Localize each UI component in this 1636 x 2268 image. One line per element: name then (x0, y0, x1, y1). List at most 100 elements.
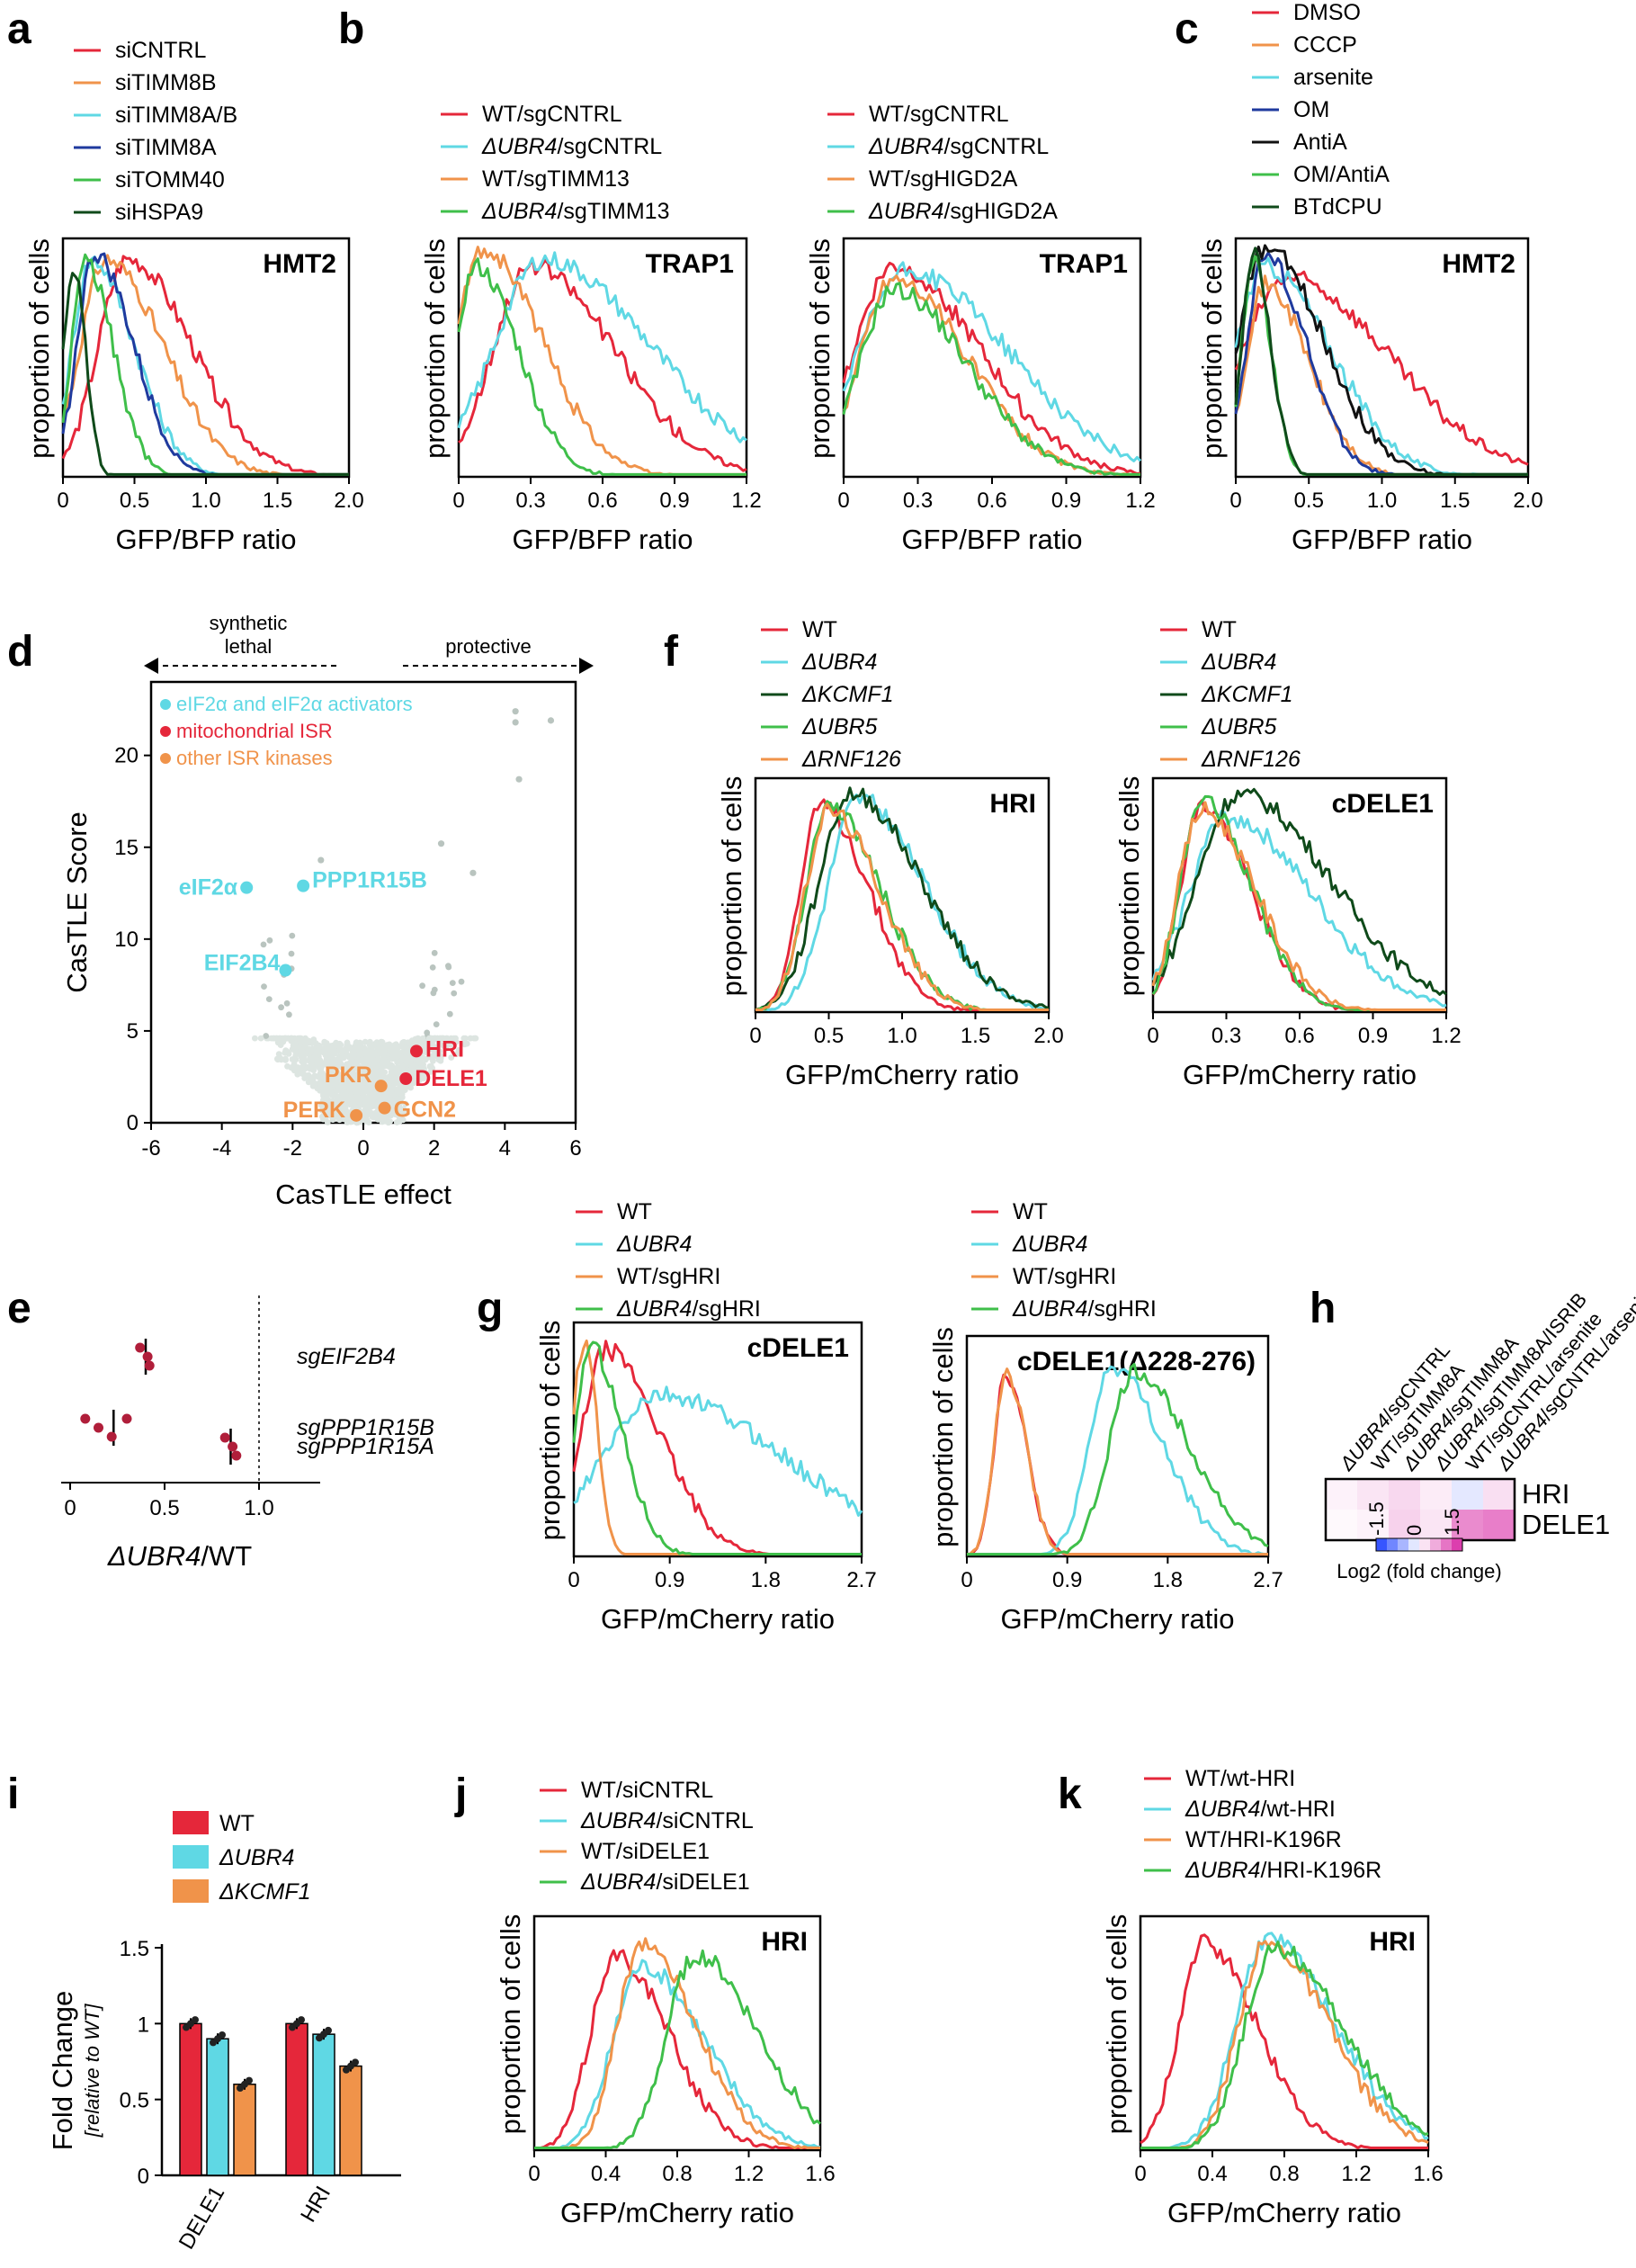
chart-title: HMT2 (263, 249, 336, 279)
gene-point (440, 1043, 447, 1049)
series-line-2 (1151, 787, 1447, 996)
gene-point (339, 1081, 346, 1088)
chart-title: cDELE1 (747, 1333, 849, 1363)
legend-label: mitochondrial ISR (176, 720, 333, 742)
x-tick-label: 0.9 (1051, 489, 1081, 513)
y-axis-label: proportion of cells (419, 238, 451, 459)
gene-point (402, 1110, 408, 1117)
gene-point (439, 1035, 445, 1042)
gene-point (347, 1118, 354, 1125)
x-axis-label: CasTLE effect (275, 1179, 451, 1210)
gene-point (333, 1080, 339, 1087)
gene-point (385, 1062, 391, 1070)
gene-point (445, 963, 451, 969)
gene-point (424, 1029, 431, 1036)
legend-label: ΔUBR4/sgHIGD2A (868, 199, 1058, 224)
y-axis-sublabel: [relative to WT] (81, 2004, 103, 2138)
x-tick-label: 1.0 (191, 489, 220, 513)
legend-label: ΔUBR4/wt-HRI (1185, 1797, 1336, 1822)
gene-point (320, 1116, 326, 1123)
gene-point (288, 950, 295, 957)
legend-label: WT (617, 1199, 652, 1224)
italic-gene: ΔUBR4 (616, 1296, 692, 1322)
gene-point (321, 1076, 328, 1083)
gene-point (390, 1080, 398, 1087)
label-rest: /sgCNTRL (943, 134, 1049, 159)
gene-point (367, 1038, 373, 1045)
chart-d: eIF2α PPP1R15B EIF2B4 HRI DELE1 PKR PERK GCN2 eI… (61, 612, 594, 1210)
y-axis-label: CasTLE Score (61, 811, 93, 993)
x-tick-label: 1.5 (263, 489, 292, 513)
legend-label: ΔUBR4 (219, 1845, 294, 1870)
gene-point (266, 937, 273, 944)
chart-title: HRI (761, 1927, 808, 1957)
label-rest: /wt-HRI (1260, 1797, 1335, 1822)
gene-point (291, 1047, 299, 1054)
x-tick-label: 1.0 (1367, 489, 1397, 513)
x-axis-label: GFP/mCherry ratio (560, 2197, 794, 2228)
legend-label: WT (1202, 617, 1237, 642)
gene-point (381, 1069, 389, 1076)
gene-point (326, 1067, 333, 1074)
x-tick-label: 0 (568, 1568, 579, 1592)
gene-point (419, 1035, 426, 1042)
italic-gene: ΔUBR4 (868, 134, 943, 159)
x-tick-label: 1.2 (1125, 489, 1155, 513)
italic-gene: ΔKCMF1 (801, 682, 894, 707)
series-line-3 (61, 252, 349, 476)
chart-g1: 0 0.9 1.8 2.7 GFP/mCherry ratio proportion of… (534, 1199, 877, 1635)
x-tick-label: 0.8 (662, 2162, 692, 2186)
replicate-point (298, 2016, 305, 2024)
gene-point (430, 990, 437, 997)
gene-point (451, 990, 458, 997)
italic-gene: ΔUBR4 (219, 1845, 294, 1870)
y-tick-label: 0.5 (120, 2089, 149, 2113)
highlight-label: DELE1 (415, 1066, 487, 1091)
gene-point (291, 1061, 298, 1068)
gene-point (463, 1040, 470, 1047)
replicate-point (121, 1413, 132, 1424)
series-line-3 (967, 1362, 1269, 1556)
gene-point (261, 983, 267, 990)
legend-dot (160, 726, 171, 737)
legend-label: siTOMM40 (115, 167, 225, 193)
bar (312, 2033, 335, 2176)
series-line-4 (755, 802, 1049, 1011)
gene-point (417, 1071, 425, 1078)
label-rest: /sgCNTRL (557, 134, 662, 159)
gene-point (310, 1036, 317, 1043)
gene-point (380, 1095, 387, 1101)
gene-point (414, 1037, 421, 1044)
arrow-right-head (579, 658, 594, 674)
gene-point (289, 932, 296, 939)
replicate-point (144, 1360, 155, 1371)
gene-point (324, 1119, 331, 1125)
legend-label: ΔUBR4/sgHRI (616, 1296, 761, 1322)
x-tick-label: -4 (212, 1136, 231, 1161)
gene-point (431, 1044, 437, 1051)
scale-tick: 0 (1403, 1525, 1426, 1536)
gene-point (313, 1056, 320, 1063)
panel-label-e: e (7, 1285, 31, 1332)
series-line-1 (1140, 1932, 1429, 2149)
italic-gene: ΔUBR4 (481, 199, 557, 224)
highlight-point (378, 1101, 391, 1115)
series-line-1 (573, 1385, 863, 1517)
gene-point (311, 1082, 318, 1089)
chart-title: HRI (989, 789, 1036, 819)
gene-point (419, 982, 425, 990)
chart-title: cDELE1 (1332, 789, 1434, 819)
gene-point (401, 1044, 408, 1050)
x-tick-label: 0 (837, 489, 849, 513)
bar (285, 2022, 308, 2176)
highlight-label: EIF2B4 (204, 951, 281, 976)
x-tick-label: 0.5 (120, 489, 149, 513)
chart-i: 0 0.5 1 1.5 DELE1 HRI Fold Change [relative to … (47, 1811, 401, 2254)
highlight-label: GCN2 (394, 1098, 456, 1123)
gene-point (316, 1072, 323, 1080)
scale-cell (1452, 1538, 1462, 1551)
x-tick-label: 0.3 (903, 489, 933, 513)
gene-point (429, 1038, 435, 1045)
gene-point (361, 1074, 368, 1081)
